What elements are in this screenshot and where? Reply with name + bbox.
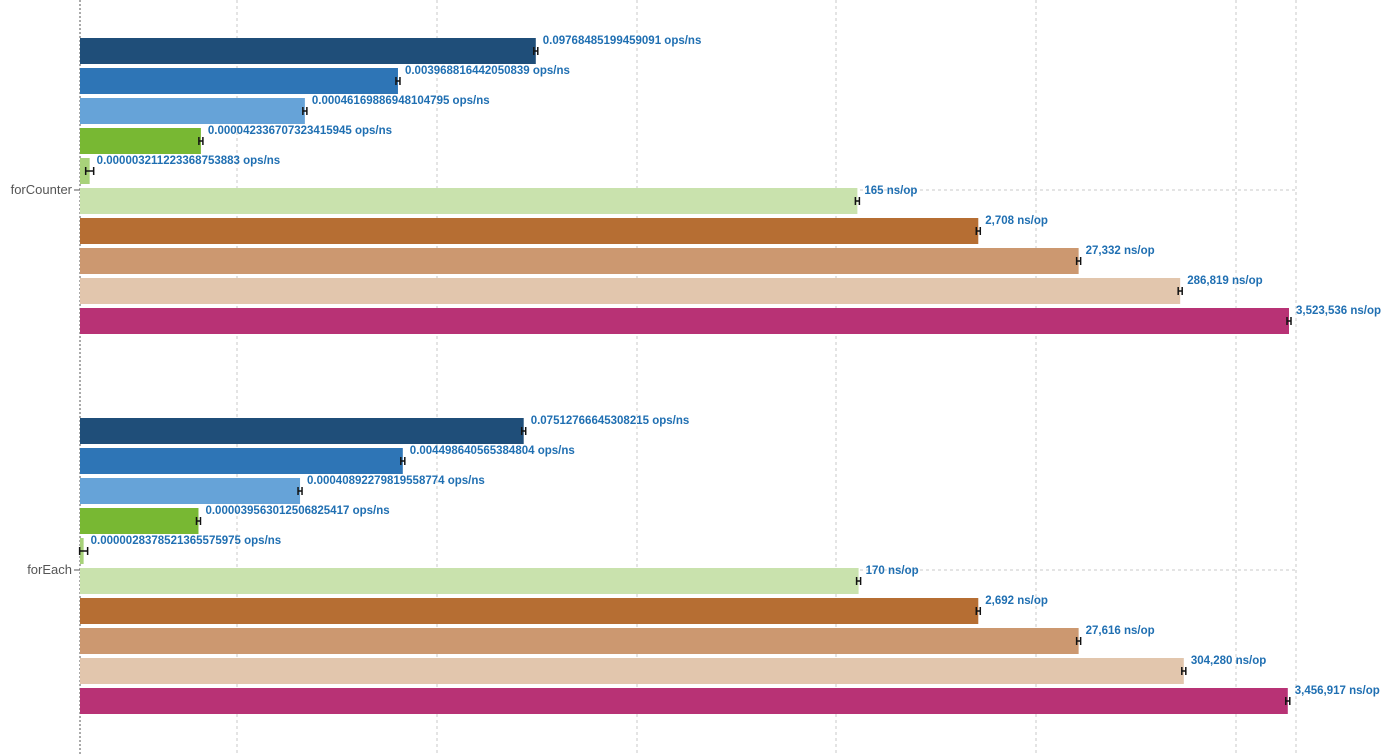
bar [80, 598, 979, 624]
data-label: 165 ns/op [864, 185, 917, 197]
data-label: 2,692 ns/op [985, 595, 1048, 607]
bar [80, 158, 90, 184]
data-label: 0.07512766645308215 ops/ns [531, 415, 690, 427]
bar [80, 658, 1184, 684]
category-label: forEach [27, 562, 72, 577]
data-label: 286,819 ns/op [1187, 275, 1262, 287]
bar [80, 688, 1288, 714]
bar [80, 628, 1079, 654]
bar [80, 68, 398, 94]
data-label: 0.004498640565384804 ops/ns [410, 445, 575, 457]
bar [80, 308, 1289, 334]
bar [80, 248, 1079, 274]
data-label: 3,456,917 ns/op [1295, 685, 1380, 697]
bar [80, 478, 301, 504]
data-label: 304,280 ns/op [1191, 655, 1266, 667]
data-label: 0.0000028378521365575975 ops/ns [91, 535, 282, 547]
bar [80, 128, 201, 154]
data-label: 0.000042336707323415945 ops/ns [208, 125, 392, 137]
data-label: 0.003968816442050839 ops/ns [405, 65, 570, 77]
bar [80, 508, 199, 534]
bar [80, 278, 1181, 304]
data-label: 170 ns/op [866, 565, 919, 577]
data-label: 2,708 ns/op [985, 215, 1048, 227]
data-label: 0.09768485199459091 ops/ns [543, 35, 702, 47]
bar [80, 188, 858, 214]
data-label: 0.00046169886948104795 ops/ns [312, 95, 490, 107]
bar [80, 448, 403, 474]
data-label: 0.000039563012506825417 ops/ns [205, 505, 389, 517]
bar [80, 218, 979, 244]
data-label: 3,523,536 ns/op [1296, 305, 1381, 317]
data-label: 0.00040892279819558774 ops/ns [307, 475, 485, 487]
data-label: 0.000003211223368753883 ops/ns [97, 155, 281, 167]
data-label: 27,332 ns/op [1086, 245, 1155, 257]
category-label: forCounter [11, 182, 73, 197]
data-label: 27,616 ns/op [1086, 625, 1155, 637]
bar [80, 418, 524, 444]
bar [80, 98, 305, 124]
bar [80, 38, 536, 64]
bar [80, 568, 859, 594]
